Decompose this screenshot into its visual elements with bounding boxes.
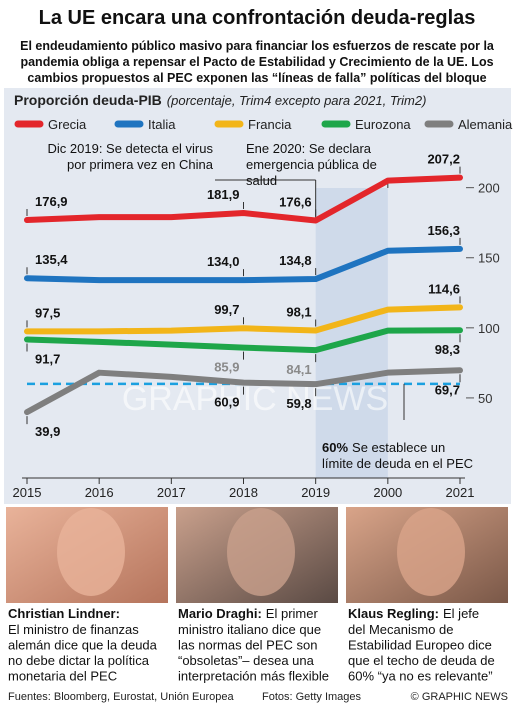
panel-text: Estabilidad Europeo dice: [348, 638, 492, 653]
panel-name: Klaus Regling:: [348, 606, 439, 621]
subtitle: El endeudamiento público masivo para fin…: [20, 39, 495, 53]
annotation: Ene 2020: Se declara: [246, 141, 372, 156]
annotation: Dic 2019: Se detecta el virus: [48, 141, 214, 156]
panel-text: Klaus Regling: El jefe: [348, 606, 479, 621]
value-label: 97,5: [35, 305, 60, 320]
annotation: emergencia pública de: [246, 157, 377, 172]
x-tick-label: 2000: [373, 485, 402, 500]
value-label: 135,4: [35, 252, 68, 267]
photo-face: [227, 508, 295, 596]
y-tick-label: 50: [478, 391, 492, 406]
panel-text: ministro italiano dice que: [178, 622, 321, 637]
panel-text: El primer: [266, 606, 319, 621]
panel-text: alemán dice que la deuda: [8, 638, 158, 653]
panel-text: “obsoletas”– desea una: [178, 653, 315, 668]
value-label: 98,1: [286, 304, 311, 319]
value-label: 176,9: [35, 194, 68, 209]
legend-label: Italia: [148, 117, 176, 132]
line: [24, 174, 463, 224]
watermark: GRAPHIC NEWS: [122, 380, 388, 418]
photo-face: [397, 508, 465, 596]
legend-label: Grecia: [48, 117, 87, 132]
annotation: Se establece un: [352, 440, 445, 455]
y-tick-label: 100: [478, 321, 500, 336]
value-label: 60,9: [214, 395, 239, 410]
panel-text: Christian Lindner:: [8, 606, 120, 621]
x-tick-label: 2018: [229, 485, 258, 500]
legend-label: Alemania: [458, 117, 513, 132]
panels: Christian Lindner:El ministro de finanza…: [6, 507, 508, 684]
value-label: 181,9: [207, 187, 240, 202]
value-label: 99,7: [214, 302, 239, 317]
value-label: 98,3: [435, 342, 460, 357]
panel-name: Mario Draghi:: [178, 606, 262, 621]
panel-text: del Mecanismo de: [348, 622, 454, 637]
panel-name: Christian Lindner:: [8, 606, 120, 621]
panel-text: interpretación más flexible: [178, 669, 329, 684]
photo-face: [57, 508, 125, 596]
panel-text: 60% “ya no es relevante”: [348, 669, 493, 684]
x-tick-label: 2021: [446, 485, 475, 500]
annotation-bold: 60%: [322, 440, 348, 455]
value-label: 134,0: [207, 254, 240, 269]
title: La UE encara una confrontación deuda-reg…: [39, 7, 476, 29]
chart-title: Proporción deuda-PIB (porcentaje, Trim4 e…: [14, 92, 426, 108]
value-label: 156,3: [427, 223, 460, 238]
subtitle: pandemia obliga a repensar el Pacto de E…: [20, 55, 493, 69]
value-label: 91,7: [35, 351, 60, 366]
panel-text: las normas del PEC son: [178, 638, 317, 653]
panel-text: que el techo de deuda de: [348, 653, 495, 668]
credit: © GRAPHIC NEWS: [411, 691, 508, 703]
value-label: 176,6: [279, 194, 312, 209]
line: [24, 367, 463, 416]
panel-text: El jefe: [443, 606, 479, 621]
panel-text: no debe dictar la política: [8, 653, 150, 668]
line: [24, 245, 463, 284]
annotation: por primera vez en China: [67, 157, 214, 172]
annotation: 60% Se establece un: [322, 440, 445, 455]
legend-label: Eurozona: [355, 117, 411, 132]
chart-subtitle: (porcentaje, Trim4 excepto para 2021, Tr…: [167, 93, 427, 108]
annotation: salud: [246, 173, 277, 188]
y-tick-label: 150: [478, 251, 500, 266]
photo-credit: Fotos: Getty Images: [262, 691, 362, 703]
panel-text: Mario Draghi: El primer: [178, 606, 318, 621]
value-label: 39,9: [35, 424, 60, 439]
value-label: 59,8: [286, 396, 311, 411]
x-tick-label: 2015: [13, 485, 42, 500]
value-label: 69,7: [435, 382, 460, 397]
x-tick-label: 2017: [157, 485, 186, 500]
value-label: 207,2: [427, 152, 460, 167]
line: [24, 304, 463, 335]
chart-title: Proporción deuda-PIB: [14, 92, 162, 108]
value-label: 84,1: [286, 362, 311, 377]
x-tick-label: 2016: [85, 485, 114, 500]
plot: Grecia Italia Francia Eurozona Alemania GRAPH…: [13, 117, 513, 500]
subtitle: cambios propuestos al PEC exponen las “l…: [27, 71, 486, 85]
y-tick-label: 200: [478, 181, 500, 196]
line: [24, 327, 463, 354]
legend-label: Francia: [248, 117, 292, 132]
chart-background: [4, 88, 511, 504]
panel-text: monetaria del PEC: [8, 669, 117, 684]
panel-text: El ministro de finanzas: [8, 622, 139, 637]
value-label: 114,6: [428, 281, 460, 296]
x-tick-label: 2019: [301, 485, 330, 500]
sources: Fuentes: Bloomberg, Eurostat, Unión Euro…: [8, 691, 235, 703]
value-label: 134,8: [279, 253, 312, 268]
annotation: límite de deuda en el PEC: [322, 456, 473, 471]
value-label: 85,9: [214, 360, 239, 375]
